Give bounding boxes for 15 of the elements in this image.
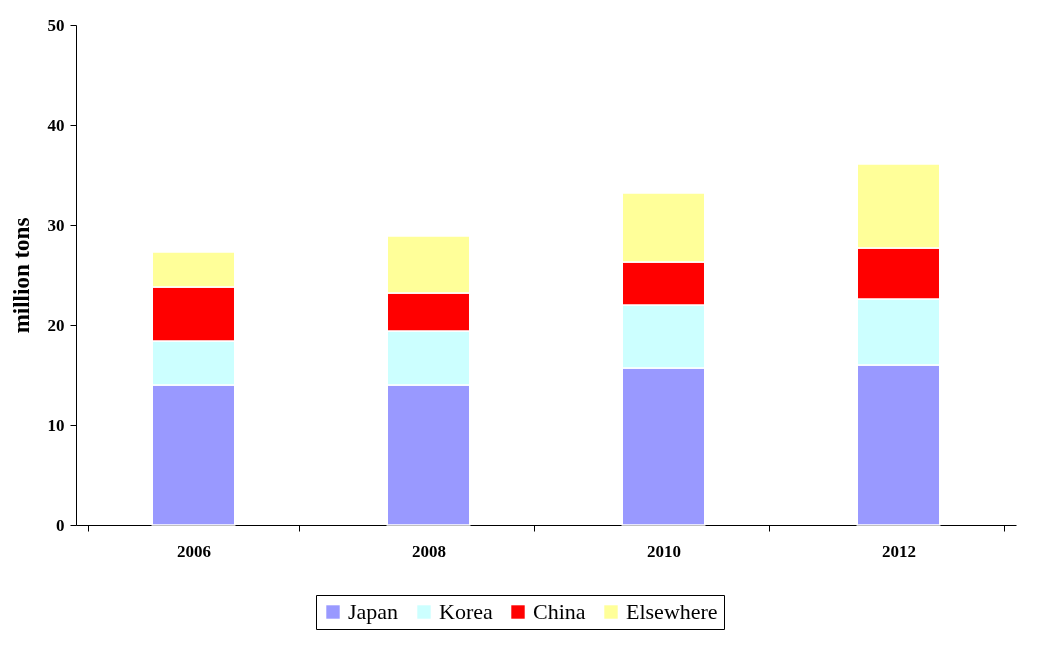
y-axis-title: million tons [8, 217, 34, 334]
legend-label: Elsewhere [626, 599, 718, 624]
x-tick-label: 2008 [412, 541, 446, 561]
legend-label: Japan [348, 599, 399, 624]
y-tick-label: 30 [47, 215, 65, 235]
y-tick-label: 40 [47, 115, 65, 135]
x-tick-label: 2006 [177, 541, 211, 561]
y-tick-label: 50 [47, 15, 65, 35]
y-tick-label: 0 [56, 515, 65, 535]
x-tick-label: 2012 [882, 541, 916, 561]
x-tick-label: 2010 [647, 541, 681, 561]
y-tick-label: 20 [47, 315, 65, 335]
legend-label: China [533, 599, 586, 624]
legend-label: Korea [439, 599, 493, 624]
y-tick-label: 10 [47, 415, 65, 435]
